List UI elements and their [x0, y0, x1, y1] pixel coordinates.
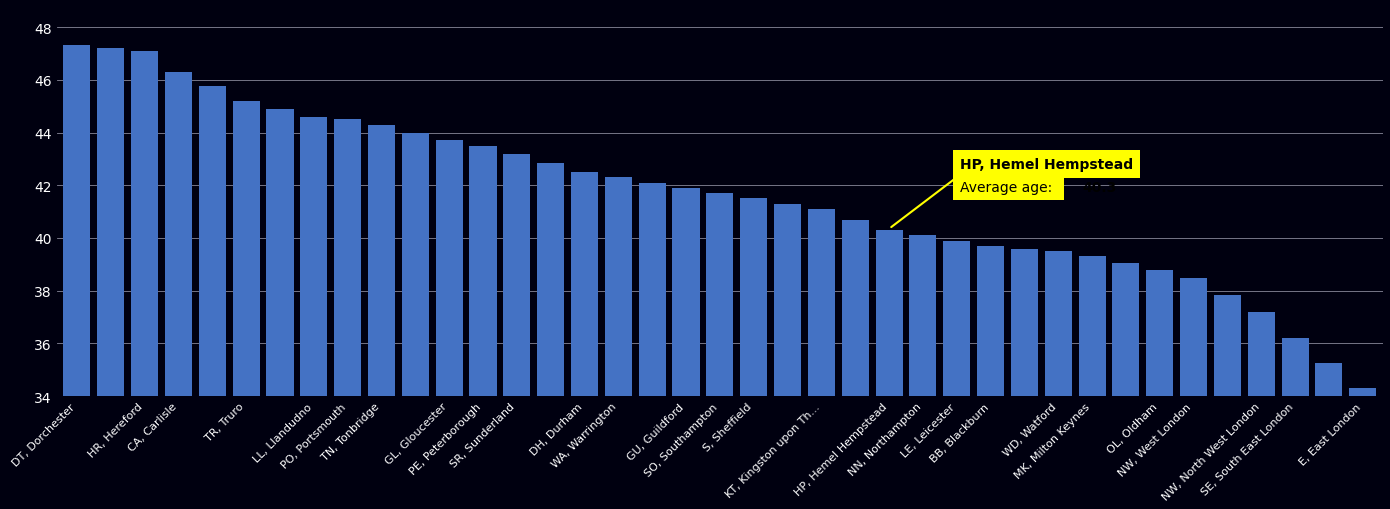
- Bar: [605, 178, 632, 509]
- Bar: [97, 49, 124, 509]
- Bar: [638, 183, 666, 509]
- Bar: [165, 73, 192, 509]
- Bar: [1180, 278, 1207, 509]
- Text: 40.3: 40.3: [1081, 180, 1116, 194]
- Bar: [1248, 312, 1275, 509]
- Bar: [1213, 295, 1241, 509]
- Bar: [470, 147, 496, 509]
- Text: Average age:: Average age:: [960, 180, 1056, 194]
- Bar: [503, 154, 531, 509]
- Bar: [537, 163, 564, 509]
- Bar: [1079, 257, 1105, 509]
- Bar: [673, 188, 699, 509]
- Bar: [774, 204, 801, 509]
- Bar: [876, 231, 902, 509]
- Bar: [977, 246, 1004, 509]
- Bar: [131, 52, 158, 509]
- Bar: [1282, 338, 1308, 509]
- Bar: [64, 46, 90, 509]
- Bar: [334, 120, 361, 509]
- Bar: [1045, 251, 1072, 509]
- Bar: [300, 118, 328, 509]
- Bar: [402, 133, 430, 509]
- Bar: [909, 236, 937, 509]
- Bar: [1011, 249, 1038, 509]
- Bar: [808, 210, 835, 509]
- Bar: [368, 125, 395, 509]
- Bar: [571, 173, 598, 509]
- Bar: [706, 194, 734, 509]
- Bar: [842, 220, 869, 509]
- Bar: [435, 141, 463, 509]
- Bar: [739, 199, 767, 509]
- Bar: [267, 109, 293, 509]
- Bar: [232, 102, 260, 509]
- Bar: [944, 241, 970, 509]
- Bar: [1350, 388, 1376, 509]
- Bar: [1147, 270, 1173, 509]
- Text: HP, Hemel Hempstead: HP, Hemel Hempstead: [960, 158, 1133, 172]
- Bar: [1315, 363, 1343, 509]
- Bar: [1112, 264, 1140, 509]
- Bar: [199, 87, 225, 509]
